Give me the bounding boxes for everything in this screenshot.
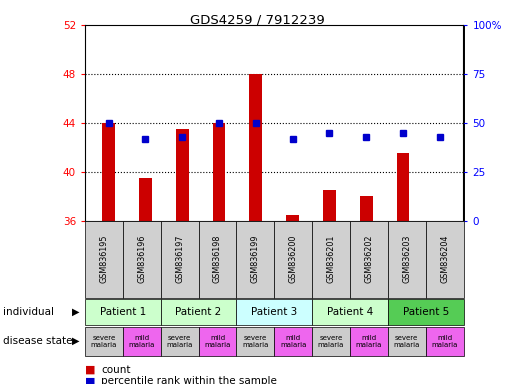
Text: GDS4259 / 7912239: GDS4259 / 7912239 [190,13,325,26]
Bar [161,327,199,356]
Bar [123,327,161,356]
Bar [274,221,312,298]
Text: GSM836198: GSM836198 [213,235,222,283]
Bar [139,178,152,221]
Bar [312,299,388,325]
Bar [312,327,350,356]
Bar [236,221,274,298]
Bar [85,299,161,325]
Bar [213,123,226,221]
Text: GSM836202: GSM836202 [365,235,373,283]
Text: Patient 5: Patient 5 [403,307,449,317]
Bar [161,221,199,298]
Bar [236,327,274,356]
Bar [199,327,236,356]
Text: Patient 4: Patient 4 [327,307,373,317]
Bar [274,327,312,356]
Text: mild
malaria: mild malaria [204,335,231,348]
Text: severe
malaria: severe malaria [318,335,344,348]
Bar [236,299,312,325]
Bar [199,221,236,298]
Bar [388,327,425,356]
Text: Patient 2: Patient 2 [176,307,221,317]
Bar [286,215,299,221]
Text: GSM836204: GSM836204 [440,235,449,283]
Bar [102,123,115,221]
Text: percentile rank within the sample: percentile rank within the sample [101,376,278,384]
Text: GSM836196: GSM836196 [138,235,146,283]
Text: individual: individual [3,307,54,317]
Text: GSM836195: GSM836195 [99,235,108,283]
Text: ▶: ▶ [72,336,80,346]
Bar [161,299,236,325]
Text: GSM836197: GSM836197 [175,235,184,283]
Text: GSM836203: GSM836203 [402,235,411,283]
Bar [360,196,373,221]
Bar [425,221,464,298]
Text: count: count [101,365,131,375]
Text: ■: ■ [85,365,95,375]
Bar [85,327,123,356]
Text: ■: ■ [85,376,95,384]
Text: mild
malaria: mild malaria [129,335,155,348]
Text: severe
malaria: severe malaria [242,335,268,348]
Bar [397,154,409,221]
Text: mild
malaria: mild malaria [280,335,306,348]
Bar [85,221,123,298]
Bar [388,299,464,325]
Bar [350,327,388,356]
Bar [312,221,350,298]
Text: GSM836199: GSM836199 [251,235,260,283]
Text: disease state: disease state [3,336,72,346]
Text: ▶: ▶ [72,307,80,317]
Bar [323,190,336,221]
Bar [350,221,388,298]
Bar [176,129,188,221]
Text: severe
malaria: severe malaria [166,335,193,348]
Bar [249,74,262,221]
Bar [425,327,464,356]
Text: Patient 1: Patient 1 [100,307,146,317]
Bar [388,221,425,298]
Text: mild
malaria: mild malaria [356,335,382,348]
Text: GSM836200: GSM836200 [289,235,298,283]
Text: Patient 3: Patient 3 [251,307,297,317]
Bar [123,221,161,298]
Text: GSM836201: GSM836201 [327,235,335,283]
Text: mild
malaria: mild malaria [432,335,458,348]
Text: severe
malaria: severe malaria [91,335,117,348]
Text: severe
malaria: severe malaria [393,335,420,348]
